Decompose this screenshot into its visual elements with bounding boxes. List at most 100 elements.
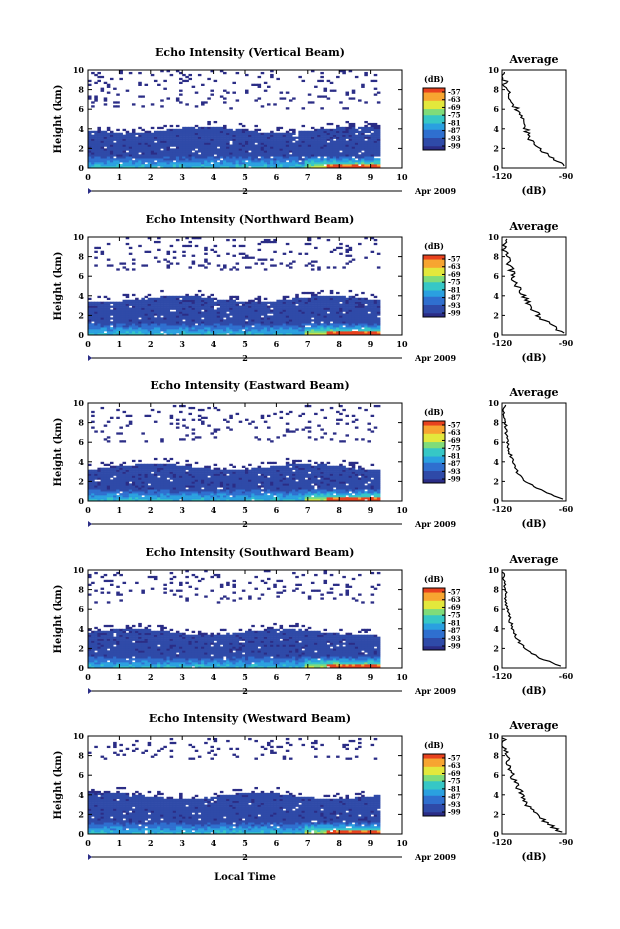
heat-cell <box>147 311 152 314</box>
heat-cell <box>257 331 262 334</box>
heat-cell <box>320 132 324 135</box>
heat-cell <box>370 134 375 137</box>
heat-cell <box>103 313 108 316</box>
heat-cell <box>282 252 287 255</box>
heat-cell <box>106 301 111 304</box>
heat-cell <box>257 140 262 143</box>
x-tick-label: 8 <box>336 172 342 182</box>
colorbar-segment <box>423 290 445 293</box>
heat-cell <box>273 103 277 106</box>
heat-cell <box>97 132 101 135</box>
heat-cell <box>232 158 236 161</box>
heat-cell <box>163 499 167 502</box>
colorbar-frame <box>422 254 446 318</box>
heat-cell <box>213 126 218 130</box>
heat-cell <box>276 134 280 137</box>
heat-cell <box>91 307 95 310</box>
heat-cell <box>351 297 356 301</box>
heat-cell <box>310 164 315 167</box>
heat-cell <box>122 136 127 139</box>
heat-cell <box>210 93 214 96</box>
heat-cell <box>91 489 95 492</box>
heat-cell <box>113 166 117 169</box>
heat-cell <box>157 297 161 301</box>
heat-cell <box>223 158 227 161</box>
heat-cell <box>276 327 280 330</box>
heat-cell <box>119 311 123 314</box>
heat-cell <box>141 150 145 153</box>
heat-cell <box>332 158 337 161</box>
heat-cell <box>91 105 95 108</box>
heat-cell <box>103 138 108 141</box>
heat-cell <box>94 154 98 157</box>
heat-cell <box>128 311 133 314</box>
heat-cell <box>185 479 189 482</box>
heat-cell <box>257 160 262 163</box>
heat-cell <box>113 144 117 147</box>
heat-cell <box>113 132 117 135</box>
heat-cell <box>157 237 161 240</box>
heat-cell <box>194 485 199 488</box>
heat-cell <box>116 105 120 108</box>
heat-cell <box>323 132 328 135</box>
heat-cell <box>116 136 120 139</box>
heat-cell <box>197 140 202 143</box>
heat-cell <box>213 481 218 484</box>
heat-cell <box>336 150 340 153</box>
heat-cell <box>364 166 368 169</box>
heat-cell <box>91 156 95 159</box>
heat-cell <box>100 152 105 155</box>
heat-cell <box>298 158 302 161</box>
heat-cell <box>342 329 346 332</box>
heat-cell <box>125 491 130 494</box>
heat-cell <box>197 299 202 302</box>
heat-cell <box>141 158 145 161</box>
heat-cell <box>106 128 111 132</box>
heat-cell <box>172 499 177 502</box>
heat-cell <box>263 297 268 301</box>
heat-cell <box>314 144 318 147</box>
heat-cell <box>358 148 362 151</box>
heat-cell <box>292 138 296 141</box>
heat-cell <box>317 299 321 302</box>
heat-cell <box>354 75 359 79</box>
heat-cell <box>354 331 359 334</box>
heat-cell <box>160 70 164 73</box>
heat-cell <box>351 327 356 330</box>
heat-cell <box>163 457 167 461</box>
heat-cell <box>301 321 306 324</box>
heat-cell <box>128 160 133 163</box>
heat-cell <box>260 136 265 139</box>
heat-cell <box>232 166 236 169</box>
heat-cell <box>122 307 127 310</box>
heat-cell <box>188 406 193 410</box>
heat-cell <box>266 138 271 141</box>
heat-cell <box>210 248 214 252</box>
heat-cell <box>88 146 92 149</box>
heat-cell <box>103 158 108 161</box>
heat-cell <box>169 150 174 153</box>
heat-cell <box>210 479 214 482</box>
heat-cell <box>94 497 98 500</box>
heat-cell <box>251 83 255 86</box>
heat-cell <box>150 465 155 468</box>
heat-cell <box>260 134 265 137</box>
heat-cell <box>157 491 161 494</box>
heat-cell <box>204 481 208 484</box>
heat-cell <box>182 164 186 167</box>
heat-cell <box>201 158 205 161</box>
heat-cell <box>100 313 105 316</box>
heat-cell <box>128 140 133 143</box>
heat-cell <box>144 142 149 145</box>
heat-cell <box>358 323 362 326</box>
heat-cell <box>298 331 302 334</box>
heat-cell <box>157 248 161 252</box>
heat-cell <box>254 315 258 318</box>
heat-cell <box>279 262 284 265</box>
heat-cell <box>354 138 359 141</box>
heat-cell <box>169 307 174 310</box>
heat-cell <box>301 315 306 318</box>
day-marker-label: 2 <box>242 186 248 196</box>
colorbar-segment <box>423 88 445 91</box>
